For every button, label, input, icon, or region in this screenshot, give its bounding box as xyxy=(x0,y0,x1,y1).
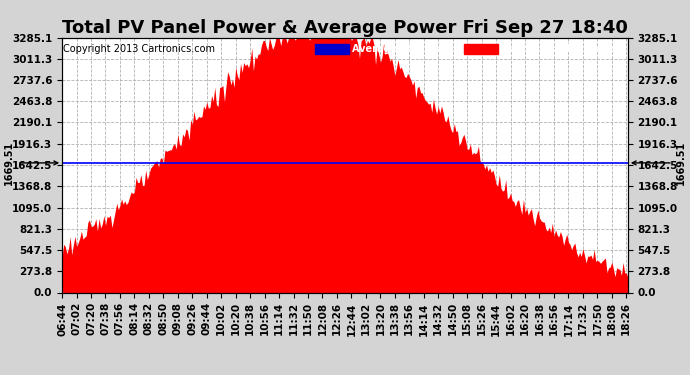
Text: 1669.51: 1669.51 xyxy=(4,141,58,185)
Text: Copyright 2013 Cartronics.com: Copyright 2013 Cartronics.com xyxy=(63,44,215,54)
Text: 1669.51: 1669.51 xyxy=(632,141,686,185)
Legend: Average  (DC Watts), PV Panels  (DC Watts): Average (DC Watts), PV Panels (DC Watts) xyxy=(313,42,623,56)
Title: Total PV Panel Power & Average Power Fri Sep 27 18:40: Total PV Panel Power & Average Power Fri… xyxy=(62,20,628,38)
